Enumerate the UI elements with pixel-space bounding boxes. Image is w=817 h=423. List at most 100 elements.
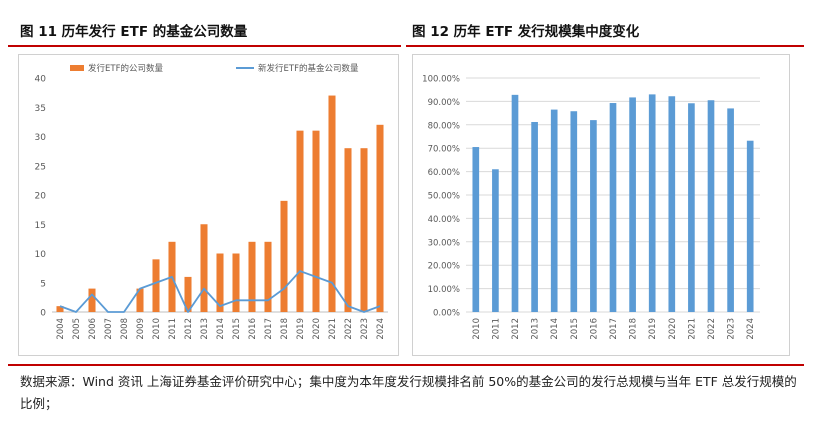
y-tick-label: 60.00% xyxy=(428,168,460,178)
bar-company-count xyxy=(376,124,384,312)
x-tick-label: 2023 xyxy=(360,318,370,340)
bar-company-count xyxy=(248,241,256,312)
bar-company-count xyxy=(344,148,352,312)
x-tick-label: 2019 xyxy=(296,318,306,340)
y-tick-label: 5 xyxy=(40,279,46,289)
bar-concentration xyxy=(648,94,656,312)
y-tick-label: 100.00% xyxy=(422,75,460,85)
x-tick-label: 2012 xyxy=(511,318,521,340)
bar-concentration xyxy=(707,100,715,312)
x-tick-label: 2017 xyxy=(609,318,619,340)
y-tick-label: 0 xyxy=(40,309,46,319)
bar-concentration xyxy=(688,103,695,312)
bar-company-count xyxy=(184,276,192,312)
bar-concentration xyxy=(609,103,617,312)
bar-company-count xyxy=(296,130,304,312)
y-tick-label: 40 xyxy=(35,75,47,85)
line-new-company-count xyxy=(59,270,381,313)
y-tick-label: 40.00% xyxy=(428,215,460,225)
bar-concentration xyxy=(746,140,754,312)
bar-company-count xyxy=(280,200,288,312)
figure-12-title: 图 12 历年 ETF 发行规模集中度变化 xyxy=(412,24,640,40)
x-tick-label: 2016 xyxy=(248,318,258,340)
y-tick-label: 20.00% xyxy=(428,262,460,272)
x-tick-label: 2017 xyxy=(264,318,274,340)
x-tick-label: 2016 xyxy=(589,318,599,340)
x-tick-label: 2020 xyxy=(668,318,678,340)
x-tick-label: 2011 xyxy=(491,318,501,340)
x-tick-label: 2014 xyxy=(550,318,560,340)
red-rule-bottom xyxy=(8,364,804,366)
x-tick-label: 2018 xyxy=(629,318,639,340)
x-tick-label: 2006 xyxy=(88,318,98,340)
red-rule-left xyxy=(8,45,401,47)
y-tick-label: 0.00% xyxy=(433,309,460,319)
x-tick-label: 2024 xyxy=(746,318,756,340)
x-tick-label: 2015 xyxy=(232,318,242,340)
y-tick-label: 30.00% xyxy=(428,238,460,248)
x-tick-label: 2021 xyxy=(687,318,697,340)
bar-concentration xyxy=(472,147,480,312)
x-tick-label: 2013 xyxy=(531,318,541,340)
bar-concentration xyxy=(550,109,558,312)
bar-company-count xyxy=(152,259,160,312)
x-tick-label: 2024 xyxy=(376,318,386,340)
y-tick-label: 10 xyxy=(35,250,47,260)
x-tick-label: 2012 xyxy=(184,318,194,340)
y-tick-label: 10.00% xyxy=(428,285,460,295)
y-tick-label: 35 xyxy=(35,104,46,114)
y-tick-label: 50.00% xyxy=(428,192,460,202)
x-tick-label: 2010 xyxy=(152,318,162,340)
x-tick-label: 2021 xyxy=(328,318,338,340)
bar-concentration xyxy=(668,96,676,312)
source-note: 数据来源：Wind 资讯 上海证券基金评价研究中心；集中度为本年度发行规模排名前… xyxy=(20,374,797,411)
x-tick-label: 2005 xyxy=(72,318,82,340)
y-tick-label: 70.00% xyxy=(428,145,460,155)
x-tick-label: 2013 xyxy=(200,318,210,340)
plot-frame xyxy=(18,54,399,356)
x-tick-label: 2008 xyxy=(120,318,130,340)
bar-concentration xyxy=(570,111,578,312)
x-tick-label: 2011 xyxy=(168,318,178,340)
x-tick-label: 2014 xyxy=(216,318,226,340)
figure-11-title: 图 11 历年发行 ETF 的基金公司数量 xyxy=(20,24,248,40)
x-tick-label: 2007 xyxy=(104,318,114,340)
bar-company-count xyxy=(264,241,272,312)
x-tick-label: 2018 xyxy=(280,318,290,340)
bar-company-count xyxy=(232,253,240,312)
x-tick-label: 2022 xyxy=(344,318,354,340)
legend-swatch-bar xyxy=(70,65,84,71)
bar-company-count xyxy=(360,148,368,312)
y-tick-label: 25 xyxy=(35,162,46,172)
bar-concentration xyxy=(511,94,519,313)
x-tick-label: 2020 xyxy=(312,318,322,340)
y-tick-label: 80.00% xyxy=(428,121,460,131)
bar-concentration xyxy=(629,97,636,312)
y-tick-label: 90.00% xyxy=(428,98,460,108)
chart-fund-company-count: 0 5 10 15 20 25 30 35 40 2004 2005 2006 2007 2008 2009… xyxy=(18,54,399,356)
bar-concentration xyxy=(727,108,734,312)
bar-company-count xyxy=(56,306,64,312)
bar-company-count xyxy=(312,130,320,312)
y-tick-label: 30 xyxy=(35,133,47,143)
x-tick-label: 2022 xyxy=(707,318,717,340)
x-tick-label: 2019 xyxy=(648,318,658,340)
bar-company-count xyxy=(216,253,224,312)
bar-concentration xyxy=(590,120,597,313)
legend-label-bar: 发行ETF的公司数量 xyxy=(88,63,163,74)
x-tick-label: 2015 xyxy=(570,318,580,340)
bar-company-count xyxy=(200,224,208,312)
y-tick-label: 15 xyxy=(35,221,46,231)
bar-company-count xyxy=(136,288,144,312)
bar-concentration xyxy=(531,121,538,312)
chart-issuance-concentration: 0.00% 10.00% 20.00% 30.00% 40.00% 50.00% 60.00… xyxy=(412,54,790,356)
bar-company-count xyxy=(328,95,336,312)
x-tick-label: 2010 xyxy=(472,318,482,340)
red-rule-right xyxy=(406,45,804,47)
legend-label-line: 新发行ETF的基金公司数量 xyxy=(258,63,359,74)
bar-company-count xyxy=(88,288,96,312)
bar-concentration xyxy=(492,169,499,312)
y-tick-label: 20 xyxy=(35,192,47,202)
x-tick-label: 2023 xyxy=(727,318,737,340)
x-tick-label: 2004 xyxy=(56,318,66,340)
